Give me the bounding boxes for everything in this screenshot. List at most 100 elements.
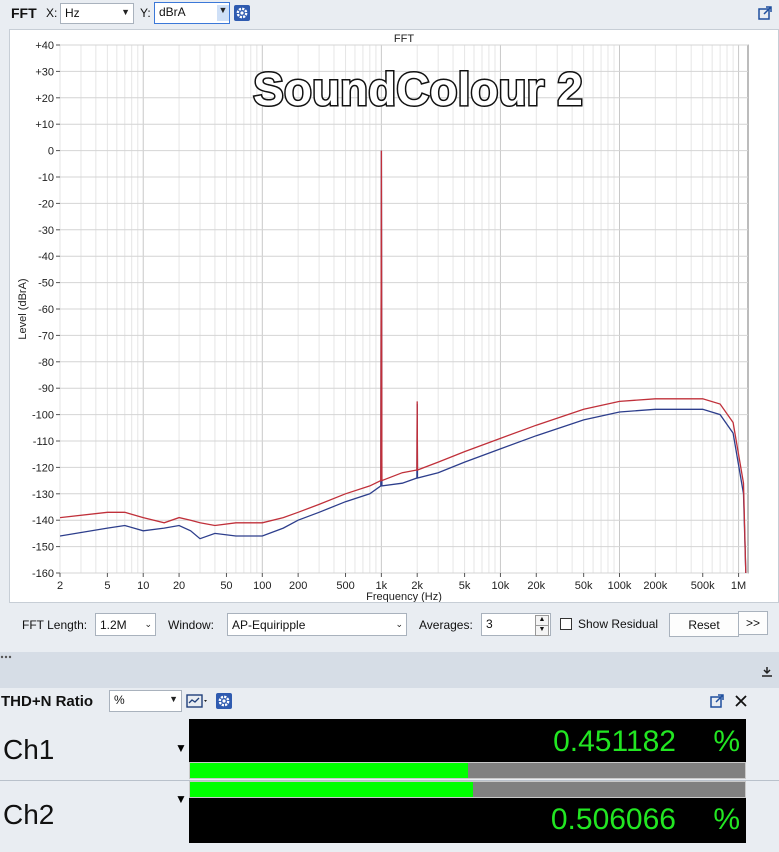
grip-dots-icon: [0, 655, 12, 659]
x-tick-label: 5k: [459, 580, 471, 592]
thd-value-unit: %: [713, 803, 740, 836]
fft-length-label: FFT Length:: [22, 618, 88, 632]
watermark-text: SoundColour 2: [253, 63, 583, 115]
chevron-down-icon: ▼: [217, 5, 229, 21]
x-unit-value: Hz: [65, 6, 80, 20]
y-tick-label: -30: [38, 225, 54, 237]
chevron-down-icon: ⌄: [395, 619, 403, 629]
x-tick-label: 500k: [691, 580, 715, 592]
level-bar: [189, 781, 746, 798]
fft-panel: FFT X: Hz ▼ Y: dBrA ▼ +40 +30 +20 +10 0 -10 -2…: [0, 0, 779, 653]
level-bar-fill: [190, 763, 468, 778]
spin-down-icon[interactable]: ▼: [535, 625, 549, 636]
x-tick-label: 200k: [643, 580, 667, 592]
channel-row-ch1: Ch1 ▼ 0.451182 %: [0, 717, 779, 781]
y-tick-label: +20: [35, 93, 54, 105]
x-tick-label: 10k: [492, 580, 510, 592]
thd-unit-select[interactable]: % ▼: [109, 690, 182, 712]
x-axis-title: Frequency (Hz): [366, 591, 442, 602]
y-tick-label: -140: [32, 515, 54, 527]
y-tick-label: +40: [35, 40, 54, 52]
display-mode-icon[interactable]: [186, 693, 210, 709]
thd-value: 0.451182: [553, 725, 676, 758]
x-tick-label: 1M: [731, 580, 746, 592]
channel-row-ch2: Ch2 ▼ 0.506066 %: [0, 781, 779, 844]
window-label: Window:: [168, 618, 215, 632]
y-unit-value: dBrA: [159, 5, 186, 19]
y-axis-label: Y:: [140, 6, 151, 20]
x-tick-label: 1k: [376, 580, 388, 592]
fft-toolbar: FFT X: Hz ▼ Y: dBrA ▼: [0, 0, 779, 27]
channel-dropdown-icon[interactable]: ▼: [175, 741, 187, 755]
thd-unit-value: %: [114, 693, 125, 707]
x-tick-label: 500: [336, 580, 354, 592]
chevron-down-icon: ▼: [169, 694, 178, 704]
y-tick-label: -80: [38, 357, 54, 369]
y-tick-label: -130: [32, 489, 54, 501]
reset-button[interactable]: Reset: [669, 613, 739, 637]
chevron-down-icon: ⌄: [144, 619, 152, 629]
y-tick-label: -70: [38, 330, 54, 342]
thd-value: 0.506066: [550, 803, 676, 836]
x-tick-label: 2: [57, 580, 63, 592]
show-residual-checkbox[interactable]: [560, 618, 572, 630]
x-tick-label: 50k: [575, 580, 593, 592]
y-tick-label: -160: [32, 568, 54, 580]
level-bar: [189, 762, 746, 779]
undock-icon[interactable]: [709, 693, 725, 709]
more-options-button[interactable]: >>: [738, 611, 768, 635]
undock-icon[interactable]: [757, 5, 773, 21]
x-unit-select[interactable]: Hz ▼: [60, 3, 134, 24]
x-tick-label: 20: [173, 580, 185, 592]
x-tick-label: 10: [137, 580, 149, 592]
y-unit-select[interactable]: dBrA ▼: [154, 2, 230, 24]
x-tick-label: 5: [104, 580, 110, 592]
fft-chart[interactable]: +40 +30 +20 +10 0 -10 -20 -30 -40 -50 -60 -70 -80 -90…: [9, 29, 779, 603]
fft-length-select[interactable]: 1.2M ⌄: [95, 613, 156, 636]
x-tick-label: 20k: [527, 580, 545, 592]
thd-panel-title: THD+N Ratio: [1, 693, 94, 710]
channel-label: Ch2: [3, 799, 55, 830]
y-tick-label: -100: [32, 410, 54, 422]
y-tick-label: -60: [38, 304, 54, 316]
x-tick-label: 100k: [608, 580, 632, 592]
panel-splitter[interactable]: [0, 652, 779, 688]
fft-length-value: 1.2M: [100, 618, 127, 632]
close-icon[interactable]: [733, 693, 749, 709]
thd-value-unit: %: [713, 725, 740, 758]
x-tick-label: 100: [253, 580, 271, 592]
x-axis-label: X:: [46, 6, 58, 20]
y-tick-label: 0: [48, 146, 54, 158]
y-tick-label: -50: [38, 278, 54, 290]
x-tick-label: 200: [289, 580, 307, 592]
fft-controls-bar: FFT Length: 1.2M ⌄ Window: AP-Equiripple…: [9, 604, 777, 648]
window-select[interactable]: AP-Equiripple ⌄: [227, 613, 407, 636]
chevron-down-icon: ▼: [121, 7, 130, 17]
x-tick-label: 50: [220, 580, 232, 592]
thd-panel: THD+N Ratio % ▼ Ch1 ▼ 0.451182 % Ch2 ▼: [0, 688, 779, 852]
averages-spinner[interactable]: 3 ▲ ▼: [481, 613, 551, 636]
x-tick-label: 2k: [411, 580, 423, 592]
y-tick-label: -20: [38, 198, 54, 210]
settings-gear-icon[interactable]: [215, 692, 232, 709]
channel-meter: 0.506066 %: [189, 781, 746, 843]
channel-dropdown-icon[interactable]: ▼: [175, 792, 187, 806]
channel-label: Ch1: [3, 734, 55, 765]
y-tick-label: -90: [38, 383, 54, 395]
settings-gear-icon[interactable]: [233, 4, 250, 21]
channel-meter: 0.451182 %: [189, 719, 746, 779]
series-line-2: [60, 150, 747, 573]
window-value: AP-Equiripple: [232, 618, 306, 632]
y-tick-label: -150: [32, 542, 54, 554]
dock-down-icon[interactable]: [761, 666, 773, 678]
y-tick-label: -10: [38, 172, 54, 184]
chart-title: FFT: [394, 33, 414, 45]
averages-label: Averages:: [419, 618, 473, 632]
fft-chart-svg: +40 +30 +20 +10 0 -10 -20 -30 -40 -50 -60 -70 -80 -90…: [17, 33, 749, 603]
y-tick-label: -110: [33, 436, 54, 448]
y-tick-label: -120: [32, 462, 54, 474]
y-tick-label: -40: [38, 251, 54, 263]
y-tick-label: +30: [35, 66, 54, 78]
y-axis-title: Level (dBrA): [17, 278, 29, 339]
y-tick-label: +10: [35, 119, 54, 131]
